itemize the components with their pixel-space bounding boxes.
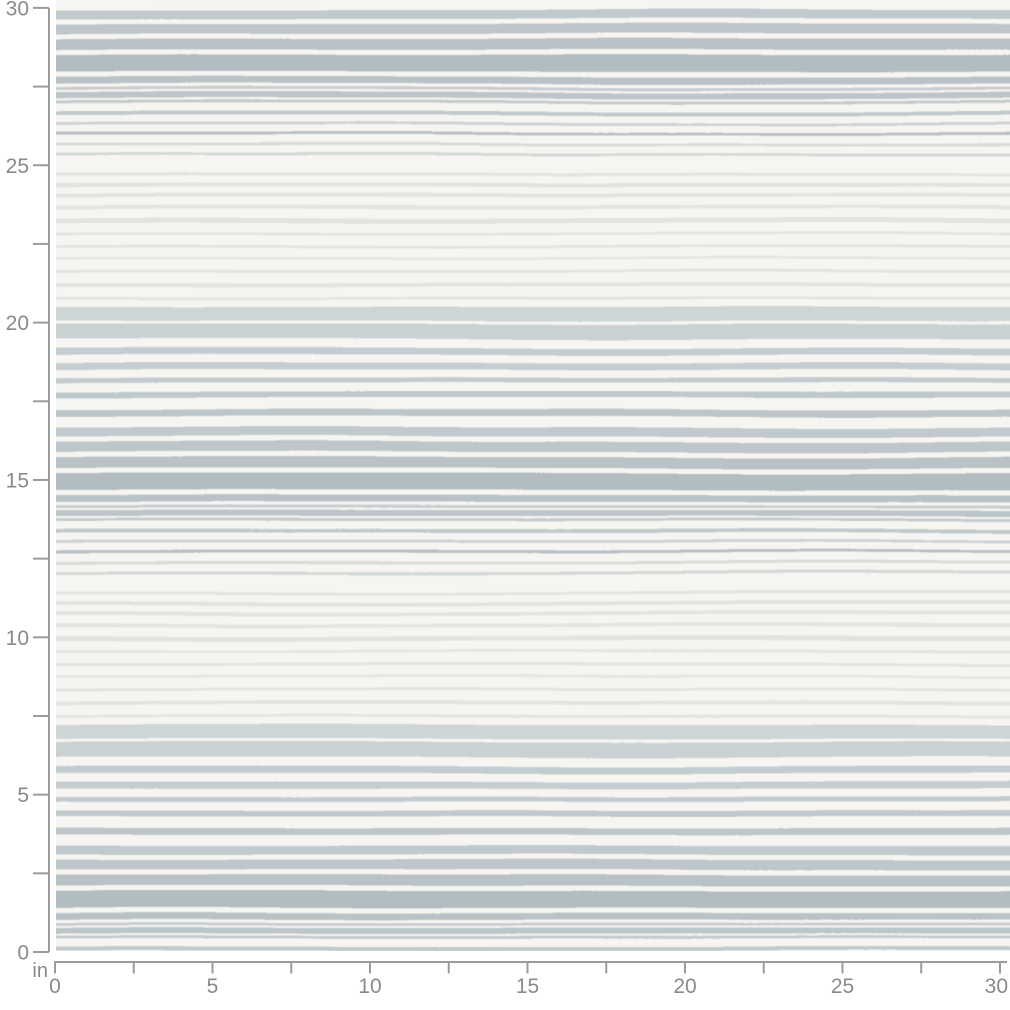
bottom-ruler-label: 25 bbox=[831, 975, 854, 998]
unit-label: in bbox=[32, 960, 48, 982]
bottom-ruler-label: 30 bbox=[985, 975, 1008, 998]
left-ruler-label: 10 bbox=[6, 627, 29, 650]
bottom-ruler-label: 0 bbox=[49, 975, 61, 998]
left-ruler-label: 30 bbox=[6, 0, 29, 20]
left-ruler-label: 15 bbox=[6, 469, 29, 492]
bottom-ruler-label: 15 bbox=[516, 975, 539, 998]
bottom-ruler: 0 5 10 15 20 25 30 bbox=[49, 961, 1008, 998]
bottom-ruler-label: 20 bbox=[673, 975, 696, 998]
fabric-swatch bbox=[26, 0, 1010, 981]
left-ruler-label: 0 bbox=[17, 942, 29, 965]
left-ruler-label: 20 bbox=[6, 312, 29, 335]
left-ruler-label: 5 bbox=[17, 784, 29, 807]
bottom-ruler-label: 10 bbox=[358, 975, 381, 998]
stripe-pattern-image bbox=[26, 0, 1010, 981]
left-ruler-label: 25 bbox=[6, 155, 29, 178]
bottom-ruler-label: 5 bbox=[207, 975, 219, 998]
left-ruler: 0 5 10 15 20 25 30 bbox=[6, 0, 50, 965]
